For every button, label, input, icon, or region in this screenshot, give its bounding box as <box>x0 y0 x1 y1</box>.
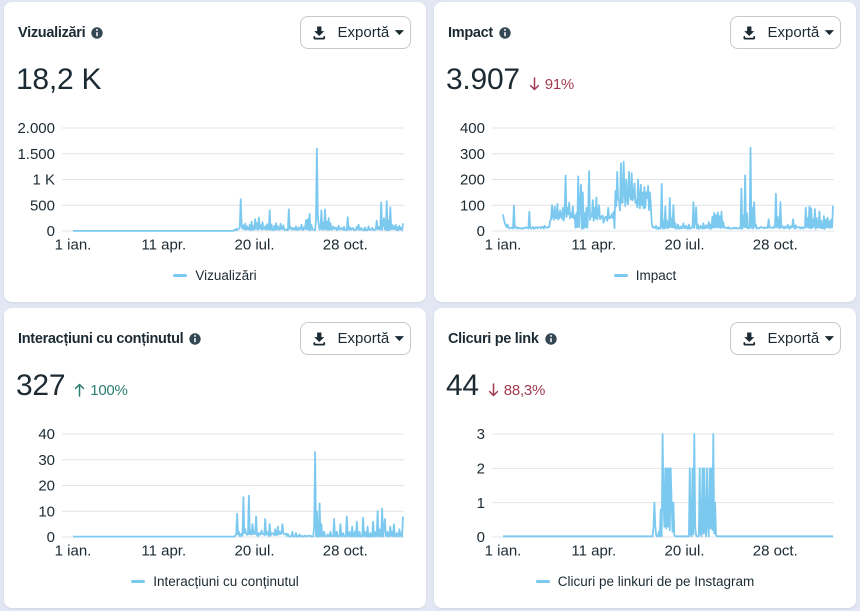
svg-text:11 apr.: 11 apr. <box>571 543 616 560</box>
svg-text:2.000: 2.000 <box>17 120 55 137</box>
svg-text:10: 10 <box>38 503 55 520</box>
svg-text:11 apr.: 11 apr. <box>141 543 186 560</box>
svg-text:0: 0 <box>477 529 485 546</box>
svg-text:20 iul.: 20 iul. <box>234 237 274 254</box>
svg-text:200: 200 <box>460 172 485 189</box>
svg-text:100: 100 <box>460 197 485 214</box>
svg-text:11 apr.: 11 apr. <box>141 237 186 254</box>
svg-text:0: 0 <box>47 223 55 240</box>
svg-text:40: 40 <box>38 426 55 443</box>
svg-text:30: 30 <box>38 452 55 469</box>
svg-text:1 K: 1 K <box>32 172 55 189</box>
svg-text:3: 3 <box>477 426 485 443</box>
svg-text:400: 400 <box>460 120 485 137</box>
svg-text:1.500: 1.500 <box>17 146 55 163</box>
svg-text:1: 1 <box>477 495 485 512</box>
svg-text:20: 20 <box>38 478 55 495</box>
svg-text:20 iul.: 20 iul. <box>664 543 704 560</box>
svg-text:20 iul.: 20 iul. <box>234 543 274 560</box>
svg-text:1 ian.: 1 ian. <box>55 237 92 254</box>
svg-text:500: 500 <box>30 197 55 214</box>
svg-text:28 oct.: 28 oct. <box>753 543 798 560</box>
svg-text:0: 0 <box>477 223 485 240</box>
svg-text:0: 0 <box>47 529 55 546</box>
svg-text:28 oct.: 28 oct. <box>323 237 368 254</box>
svg-text:2: 2 <box>477 461 485 478</box>
svg-text:1 ian.: 1 ian. <box>485 237 522 254</box>
svg-text:28 oct.: 28 oct. <box>323 543 368 560</box>
svg-text:300: 300 <box>460 146 485 163</box>
svg-text:28 oct.: 28 oct. <box>753 237 798 254</box>
svg-text:20 iul.: 20 iul. <box>664 237 704 254</box>
svg-text:11 apr.: 11 apr. <box>571 237 616 254</box>
svg-text:1 ian.: 1 ian. <box>485 543 522 560</box>
svg-text:1 ian.: 1 ian. <box>55 543 92 560</box>
